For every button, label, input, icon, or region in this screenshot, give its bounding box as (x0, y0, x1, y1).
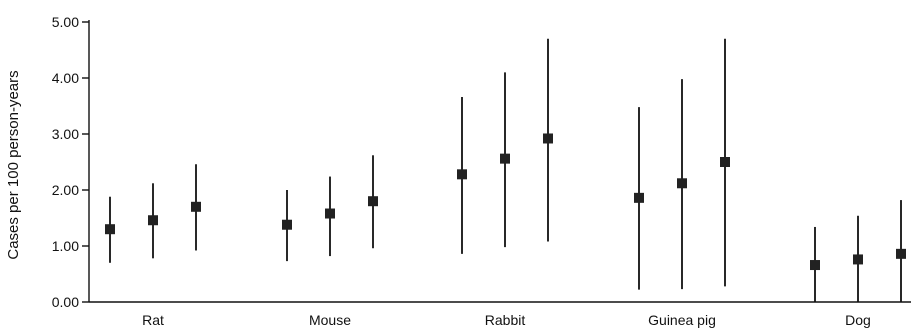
point-estimate-marker (543, 133, 553, 144)
y-tick-label: 2.00 (52, 182, 79, 198)
point-estimate-marker (677, 178, 687, 189)
point-estimate-marker (634, 192, 644, 203)
point-estimate-marker (325, 208, 335, 219)
point-estimate-marker (500, 153, 510, 164)
point-estimate-marker (853, 254, 863, 265)
x-category-label: Rabbit (485, 312, 526, 328)
y-tick-label: 1.00 (52, 238, 79, 254)
point-estimate-marker (368, 196, 378, 207)
y-tick-label: 5.00 (52, 14, 79, 30)
point-estimate-marker (896, 248, 906, 259)
x-category-label: Dog (845, 312, 871, 328)
y-tick-label: 4.00 (52, 70, 79, 86)
point-estimate-marker (191, 201, 201, 212)
y-axis-ticks: 0.00 1.00 2.00 3.00 4.00 5.00 (52, 14, 89, 310)
point-estimate-marker (457, 169, 467, 180)
y-axis-title: Cases per 100 person-years (5, 70, 22, 259)
data-marks (105, 38, 906, 302)
point-estimate-marker (282, 219, 292, 230)
point-estimate-marker (720, 157, 730, 167)
x-category-label: Rat (142, 312, 164, 328)
y-tick-label: 0.00 (52, 294, 79, 310)
y-tick-label: 3.00 (52, 126, 79, 142)
point-estimate-marker (148, 215, 158, 226)
point-estimate-marker (105, 224, 115, 235)
point-estimate-marker (810, 260, 820, 271)
x-category-label: Guinea pig (648, 312, 716, 328)
x-category-label: Mouse (309, 312, 351, 328)
x-axis-category-labels: Rat Mouse Rabbit Guinea pig Dog (142, 312, 871, 328)
